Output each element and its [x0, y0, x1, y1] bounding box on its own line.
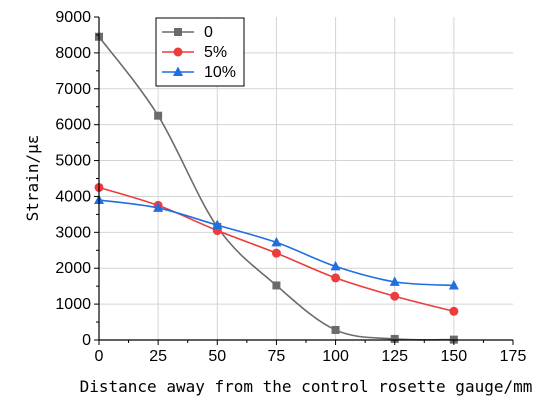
x-tick-label: 175 — [500, 348, 527, 365]
axes — [94, 16, 514, 345]
x-tick-label: 150 — [441, 348, 468, 365]
legend-box — [155, 17, 245, 87]
legend-item: 10% — [162, 64, 236, 81]
data-point — [271, 236, 282, 247]
data-point — [271, 248, 281, 258]
legend-marker — [173, 66, 183, 76]
y-tick-label: 6000 — [55, 117, 91, 134]
x-tick-label: 75 — [268, 348, 286, 365]
data-point — [389, 276, 400, 286]
series-layer — [94, 32, 459, 344]
x-tick-label: 25 — [149, 348, 167, 365]
data-point — [154, 111, 163, 120]
data-point — [390, 291, 400, 301]
legend-item: 5% — [162, 44, 227, 61]
data-point — [331, 325, 340, 334]
x-axis-title: Distance away from the control rosette g… — [80, 377, 533, 396]
y-tick-label: 1000 — [55, 296, 91, 313]
data-point — [330, 260, 341, 271]
series-3 — [94, 194, 459, 290]
x-tick-label: 100 — [322, 348, 349, 365]
y-tick-label: 2000 — [55, 260, 91, 277]
x-tick-label: 0 — [95, 348, 104, 365]
y-tick-label: 5000 — [55, 153, 91, 170]
y-tick-label: 7000 — [55, 81, 91, 98]
legend-label: 5% — [204, 44, 227, 61]
data-point — [331, 273, 341, 283]
legend-marker — [174, 28, 182, 36]
legend-item: 0 — [162, 24, 213, 41]
data-point — [448, 279, 459, 290]
data-point — [390, 334, 399, 343]
y-tick-label: 0 — [82, 332, 91, 349]
data-point — [153, 202, 164, 212]
legend-marker — [173, 47, 183, 57]
tick-labels: 0 25 50 75 100 125 150 175 0 1000 2000 3000 4000 5000… — [55, 9, 526, 365]
legend-label: 0 — [204, 24, 213, 41]
legend: 0 5% 10% — [155, 17, 245, 87]
x-tick-label: 50 — [208, 348, 226, 365]
y-axis-title: Strain/με — [23, 135, 42, 222]
grid-lines — [99, 17, 513, 340]
y-tick-label: 8000 — [55, 45, 91, 62]
data-point — [212, 219, 223, 230]
x-tick-label: 125 — [381, 348, 408, 365]
y-tick-label: 9000 — [55, 9, 91, 26]
y-tick-label: 4000 — [55, 188, 91, 205]
legend-label: 10% — [204, 64, 236, 81]
data-point — [272, 281, 281, 290]
data-point — [449, 306, 459, 316]
y-tick-label: 3000 — [55, 224, 91, 241]
